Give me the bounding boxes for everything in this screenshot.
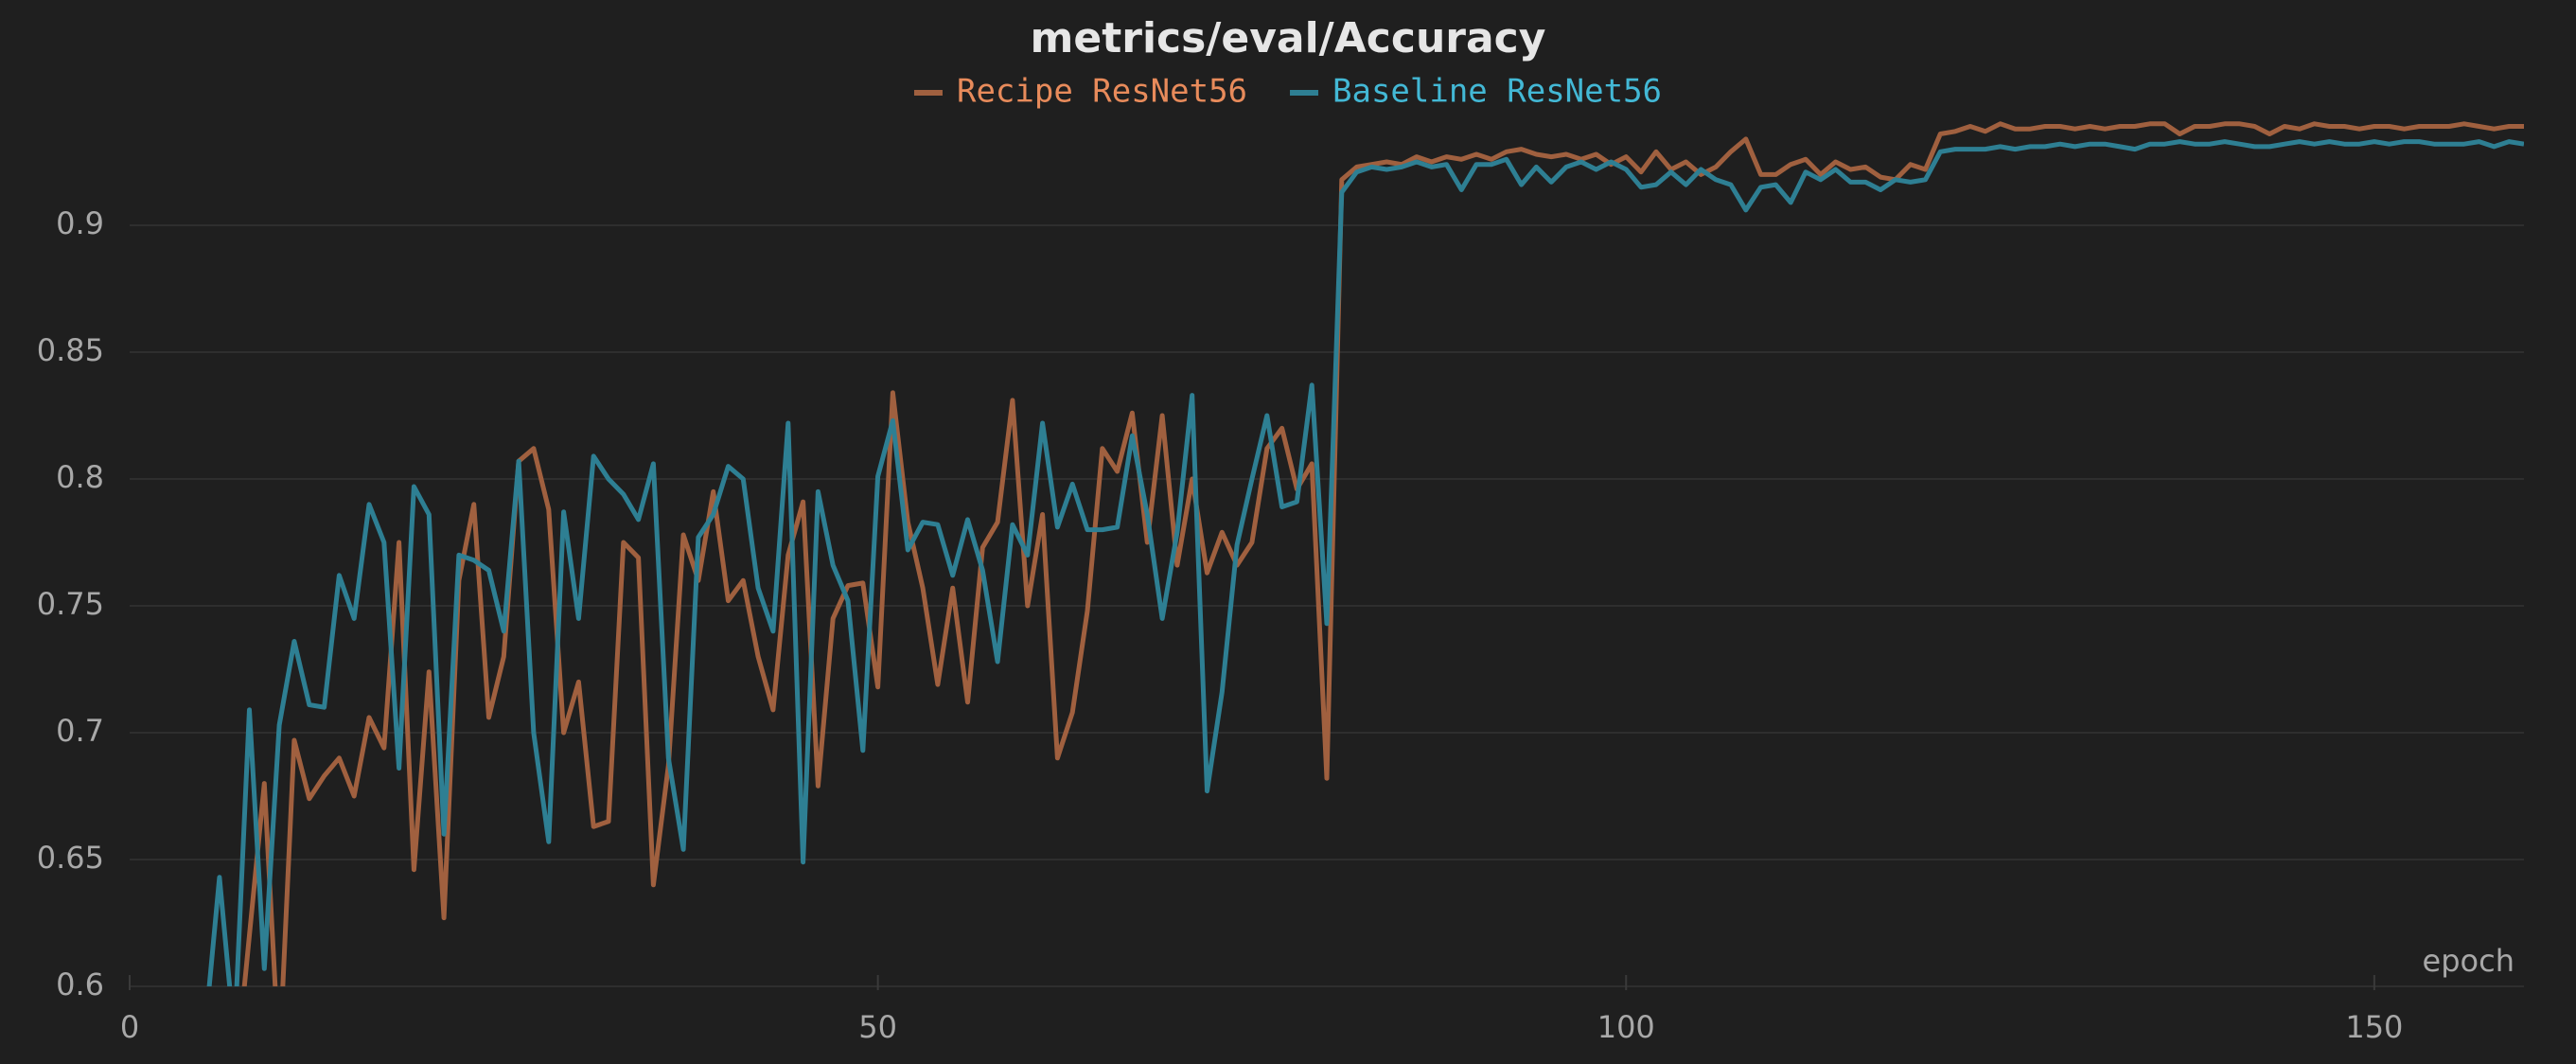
chart-title: metrics/eval/Accuracy <box>1031 14 1546 62</box>
legend-label: Recipe ResNet56 <box>957 73 1247 111</box>
x-tick-label: 0 <box>120 1009 139 1045</box>
y-tick-label: 0.6 <box>56 966 104 1002</box>
legend-label: Baseline ResNet56 <box>1332 73 1662 111</box>
y-tick-label: 0.9 <box>56 205 104 241</box>
y-tick-label: 0.7 <box>56 713 104 749</box>
legend: Recipe ResNet56 Baseline ResNet56 <box>913 73 1662 111</box>
series-line <box>241 121 2524 986</box>
x-tick-label: 100 <box>1597 1009 1655 1045</box>
plot-area <box>206 121 2524 986</box>
y-tick-label: 0.75 <box>37 586 104 622</box>
series-line <box>206 139 2524 986</box>
y-tick-label: 0.85 <box>37 332 104 368</box>
y-tick-label: 0.8 <box>56 459 104 495</box>
x-tick-label: 50 <box>858 1009 897 1045</box>
y-tick-label: 0.65 <box>37 840 104 876</box>
x-axis-label: epoch <box>2423 943 2514 979</box>
x-tick-label: 150 <box>2345 1009 2403 1045</box>
